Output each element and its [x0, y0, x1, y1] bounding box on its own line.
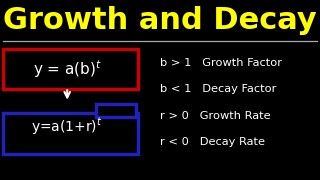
FancyBboxPatch shape [3, 49, 138, 89]
Text: y=a(1+r)$^t$: y=a(1+r)$^t$ [31, 117, 103, 137]
Text: r < 0   Decay Rate: r < 0 Decay Rate [160, 137, 265, 147]
FancyBboxPatch shape [3, 113, 138, 154]
Text: y = a(b)$^t$: y = a(b)$^t$ [33, 58, 102, 80]
Text: b < 1   Decay Factor: b < 1 Decay Factor [160, 84, 276, 94]
Text: r > 0   Growth Rate: r > 0 Growth Rate [160, 111, 271, 121]
FancyBboxPatch shape [96, 103, 136, 117]
Text: Growth and Decay: Growth and Decay [3, 6, 317, 35]
Text: b > 1   Growth Factor: b > 1 Growth Factor [160, 58, 282, 68]
